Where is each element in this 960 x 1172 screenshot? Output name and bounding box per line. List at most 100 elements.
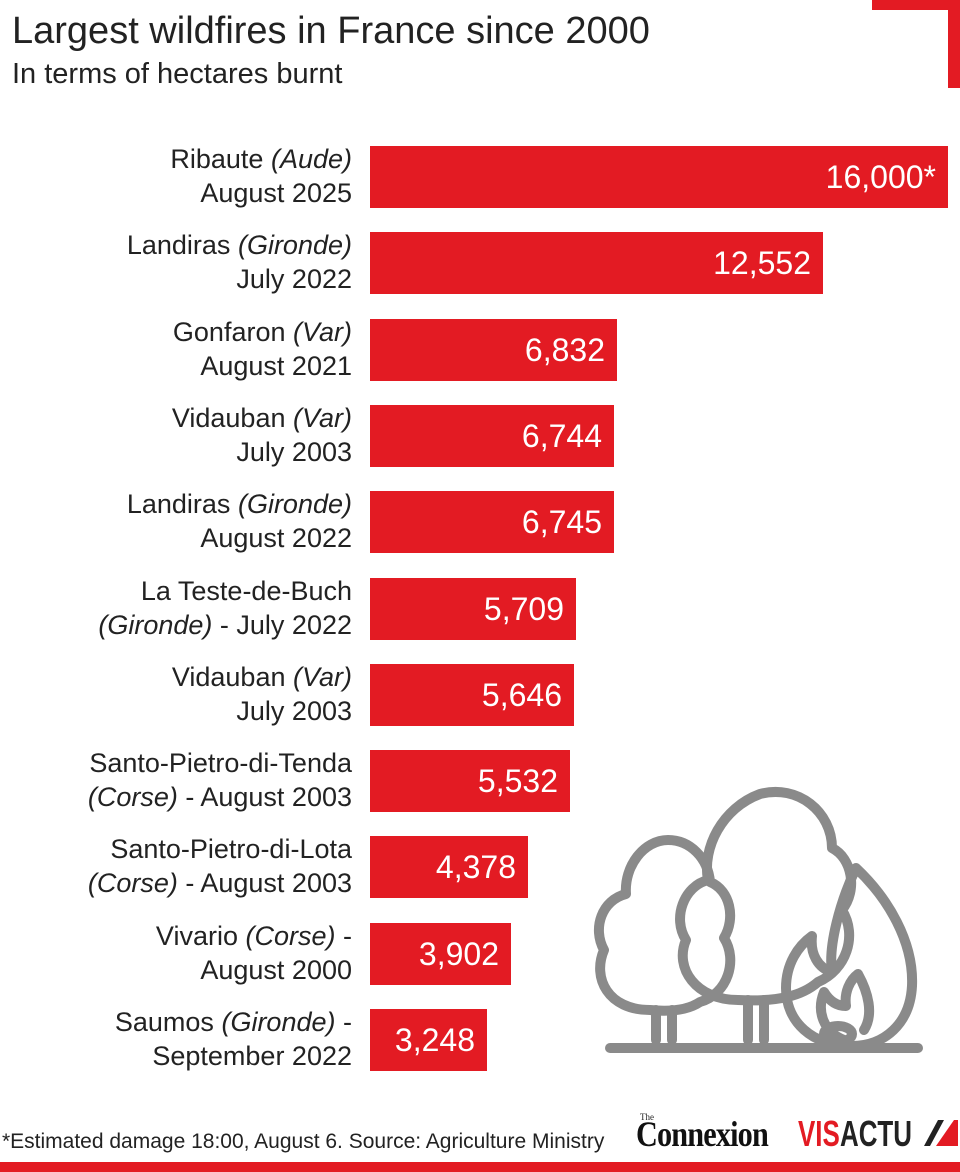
location-department: (Var) bbox=[293, 661, 352, 692]
bar: 6,745 bbox=[370, 491, 614, 554]
bar-label-line1: Ribaute (Aude) bbox=[2, 142, 352, 176]
corner-accent-horizontal bbox=[872, 0, 960, 10]
bar-label-line2: July 2003 bbox=[2, 694, 352, 728]
bar: 6,832 bbox=[370, 318, 617, 381]
bar-label: La Teste-de-Buch (Gironde) - July 2022 bbox=[2, 574, 352, 642]
bar: 16,000* bbox=[370, 146, 948, 208]
logo-mark-icon bbox=[924, 1120, 958, 1146]
bar-label-line2: August 2021 bbox=[2, 349, 352, 383]
location-department: (Gironde) bbox=[237, 489, 352, 520]
corner-accent-vertical bbox=[948, 0, 960, 88]
bar-label: Ribaute (Aude) August 2025 bbox=[2, 142, 352, 210]
bar-label-line2: September 2022 bbox=[2, 1039, 352, 1073]
chart-subtitle: In terms of hectares burnt bbox=[12, 58, 343, 90]
bar-label: Saumos (Gironde) - September 2022 bbox=[2, 1005, 352, 1073]
fire-date: August 2025 bbox=[200, 178, 352, 208]
location-department: (Var) bbox=[293, 402, 352, 433]
location-department: (Var) bbox=[293, 316, 352, 347]
location-name: Landiras bbox=[126, 230, 231, 261]
bar-label-line1: Santo-Pietro-di-Lota bbox=[2, 832, 352, 866]
footnote: *Estimated damage 18:00, August 6. Sourc… bbox=[2, 1130, 605, 1153]
label-suffix: - bbox=[335, 1007, 352, 1037]
label-space bbox=[285, 662, 293, 692]
bar-label-line1: Vidauban (Var) bbox=[2, 401, 352, 435]
bar: 4,378 bbox=[370, 836, 528, 899]
bar-label-line1: Landiras (Gironde) bbox=[2, 228, 352, 262]
location-department: (Gironde) bbox=[221, 1007, 336, 1037]
bar-label-line2: August 2022 bbox=[2, 521, 352, 555]
bar-label-line1: La Teste-de-Buch bbox=[2, 574, 352, 608]
bar-value-label: 6,745 bbox=[521, 504, 602, 541]
label-space bbox=[230, 489, 238, 519]
location-name: Vidauban bbox=[171, 661, 286, 692]
chart-title: Largest wildfires in France since 2000 bbox=[12, 10, 650, 52]
label-suffix: - bbox=[335, 920, 352, 951]
bar-label: Vivario (Corse) - August 2000 bbox=[2, 919, 352, 987]
bar-label: Landiras (Gironde) July 2022 bbox=[2, 228, 352, 296]
fire-date: - July 2022 bbox=[212, 609, 352, 640]
bar: 3,248 bbox=[370, 1009, 487, 1071]
location-department: (Corse) bbox=[245, 920, 336, 951]
location-name: Vivario bbox=[155, 920, 238, 951]
bar-value-label: 5,646 bbox=[481, 676, 562, 713]
fire-date: July 2003 bbox=[236, 436, 352, 467]
bar-value-label: 16,000* bbox=[825, 159, 936, 195]
fire-date: July 2022 bbox=[236, 264, 352, 295]
location-department: (Corse) bbox=[87, 782, 178, 813]
bar: 5,709 bbox=[370, 577, 576, 640]
fire-date: August 2000 bbox=[200, 954, 352, 985]
bar-label-line1: Vivario (Corse) - bbox=[2, 919, 352, 953]
bar-label-line1: Gonfaron (Var) bbox=[2, 315, 352, 349]
location-name: Vidauban bbox=[171, 402, 286, 433]
bar: 3,902 bbox=[370, 922, 511, 985]
fire-date: August 2022 bbox=[200, 523, 352, 554]
bar-label: Vidauban (Var) July 2003 bbox=[2, 660, 352, 728]
label-space bbox=[230, 230, 238, 260]
logo-the-text: The bbox=[640, 1112, 654, 1122]
fire-date: - August 2003 bbox=[177, 868, 352, 899]
bar-value-label: 3,902 bbox=[418, 935, 499, 972]
bar: 6,744 bbox=[370, 404, 614, 467]
logo-connexion-text: Connexion bbox=[636, 1114, 769, 1154]
fire-date: August 2021 bbox=[200, 350, 352, 381]
bar-value-label: 12,552 bbox=[713, 245, 811, 282]
bar-value-label: 6,832 bbox=[524, 331, 605, 368]
bar-label-line1: Landiras (Gironde) bbox=[2, 487, 352, 521]
bar-value-label: 6,744 bbox=[521, 417, 602, 454]
bar-value-label: 5,709 bbox=[483, 590, 564, 627]
logo-vis-text: VIS bbox=[798, 1113, 840, 1154]
location-name: Ribaute bbox=[170, 144, 264, 174]
bar-label-line1: Santo-Pietro-di-Tenda bbox=[2, 746, 352, 780]
label-space bbox=[285, 403, 293, 433]
bar-value-label: 4,378 bbox=[435, 849, 516, 886]
fire-date: September 2022 bbox=[152, 1041, 352, 1071]
location-name: Santo-Pietro-di-Tenda bbox=[89, 748, 352, 779]
fire-date: - August 2003 bbox=[177, 782, 352, 813]
bar-value-label: 3,248 bbox=[394, 1022, 475, 1058]
bar-label-line2: August 2000 bbox=[2, 953, 352, 987]
bar: 5,646 bbox=[370, 663, 574, 726]
bar-label-line2: (Gironde) - July 2022 bbox=[2, 608, 352, 642]
bar-label-line1: Vidauban (Var) bbox=[2, 660, 352, 694]
label-space bbox=[263, 144, 271, 174]
location-name: Santo-Pietro-di-Lota bbox=[110, 834, 352, 865]
forest-fire-icon bbox=[594, 787, 923, 1053]
location-name: La Teste-de-Buch bbox=[140, 575, 352, 606]
bar-label-line2: July 2022 bbox=[2, 262, 352, 296]
label-space bbox=[285, 317, 293, 347]
bar: 5,532 bbox=[370, 750, 570, 813]
bottom-accent-rule bbox=[0, 1162, 960, 1172]
location-name: Landiras bbox=[126, 489, 231, 520]
bar-label: Santo-Pietro-di-Tenda (Corse) - August 20… bbox=[2, 746, 352, 814]
location-department: (Aude) bbox=[270, 144, 352, 174]
bar-label-line2: (Corse) - August 2003 bbox=[2, 780, 352, 814]
logo-actu-text: ACTU bbox=[840, 1113, 912, 1154]
bar-value-label: 5,532 bbox=[477, 763, 558, 800]
bar-label: Gonfaron (Var) August 2021 bbox=[2, 315, 352, 383]
bar-label: Santo-Pietro-di-Lota (Corse) - August 200… bbox=[2, 832, 352, 900]
bar-label: Landiras (Gironde) August 2022 bbox=[2, 487, 352, 555]
location-name: Gonfaron bbox=[172, 316, 286, 347]
bar-label: Vidauban (Var) July 2003 bbox=[2, 401, 352, 469]
fire-date: July 2003 bbox=[236, 695, 352, 726]
